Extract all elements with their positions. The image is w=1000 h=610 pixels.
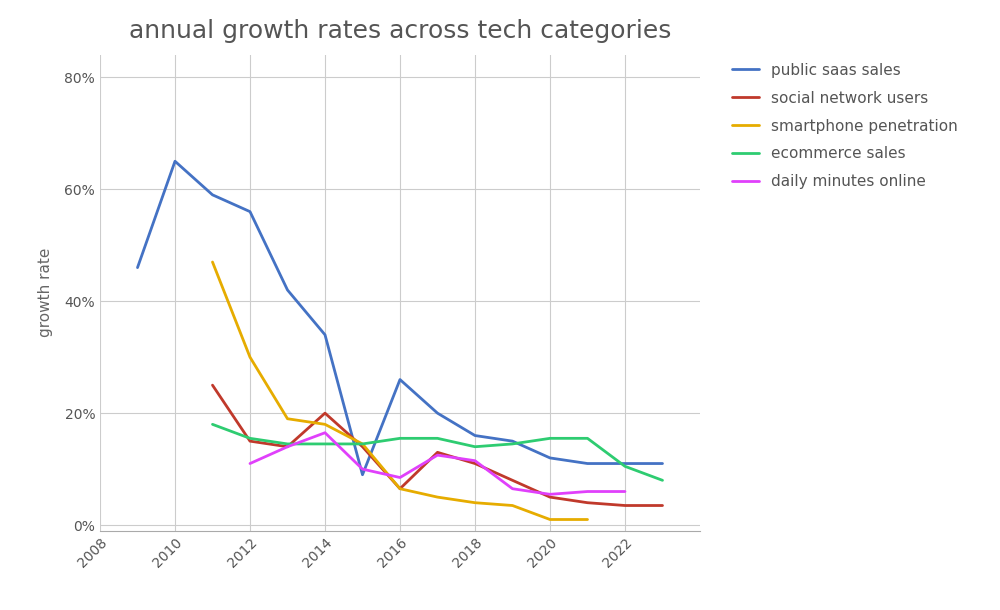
ecommerce sales (319, 440, 331, 448)
social network users (394, 485, 406, 492)
Title: annual growth rates across tech categories: annual growth rates across tech categori… (129, 20, 671, 43)
daily minutes online (356, 465, 368, 473)
daily minutes online (469, 457, 481, 464)
public saas sales (206, 191, 218, 198)
daily minutes online (619, 488, 631, 495)
smartphone penetration (356, 440, 368, 448)
social network users (619, 502, 631, 509)
Legend: public saas sales, social network users, smartphone penetration, ecommerce sales: public saas sales, social network users,… (732, 63, 958, 190)
public saas sales (582, 460, 594, 467)
social network users (432, 449, 444, 456)
ecommerce sales (469, 443, 481, 450)
public saas sales (469, 432, 481, 439)
ecommerce sales (244, 435, 256, 442)
smartphone penetration (282, 415, 294, 422)
smartphone penetration (582, 516, 594, 523)
social network users (244, 437, 256, 445)
Line: smartphone penetration: smartphone penetration (212, 262, 588, 520)
public saas sales (544, 454, 556, 462)
public saas sales (506, 437, 518, 445)
social network users (206, 381, 218, 389)
public saas sales (319, 331, 331, 339)
daily minutes online (582, 488, 594, 495)
smartphone penetration (469, 499, 481, 506)
daily minutes online (282, 443, 294, 450)
smartphone penetration (506, 502, 518, 509)
social network users (469, 460, 481, 467)
ecommerce sales (356, 440, 368, 448)
Line: social network users: social network users (212, 385, 662, 506)
Line: ecommerce sales: ecommerce sales (212, 425, 662, 480)
public saas sales (432, 409, 444, 417)
ecommerce sales (282, 440, 294, 448)
smartphone penetration (319, 421, 331, 428)
daily minutes online (319, 429, 331, 436)
social network users (282, 443, 294, 450)
Y-axis label: growth rate: growth rate (38, 248, 53, 337)
public saas sales (394, 376, 406, 383)
ecommerce sales (582, 435, 594, 442)
ecommerce sales (206, 421, 218, 428)
daily minutes online (244, 460, 256, 467)
smartphone penetration (206, 259, 218, 266)
public saas sales (132, 264, 144, 271)
ecommerce sales (506, 440, 518, 448)
social network users (656, 502, 668, 509)
daily minutes online (544, 490, 556, 498)
ecommerce sales (544, 435, 556, 442)
daily minutes online (432, 451, 444, 459)
smartphone penetration (244, 354, 256, 361)
Line: daily minutes online: daily minutes online (250, 432, 625, 494)
ecommerce sales (619, 462, 631, 470)
public saas sales (356, 471, 368, 478)
ecommerce sales (394, 435, 406, 442)
social network users (544, 493, 556, 501)
ecommerce sales (656, 476, 668, 484)
public saas sales (282, 286, 294, 293)
Line: public saas sales: public saas sales (138, 161, 662, 475)
daily minutes online (506, 485, 518, 492)
social network users (356, 443, 368, 450)
public saas sales (169, 157, 181, 165)
smartphone penetration (394, 485, 406, 492)
ecommerce sales (432, 435, 444, 442)
social network users (506, 476, 518, 484)
smartphone penetration (544, 516, 556, 523)
social network users (582, 499, 594, 506)
daily minutes online (394, 474, 406, 481)
public saas sales (656, 460, 668, 467)
public saas sales (244, 208, 256, 215)
smartphone penetration (432, 493, 444, 501)
social network users (319, 409, 331, 417)
